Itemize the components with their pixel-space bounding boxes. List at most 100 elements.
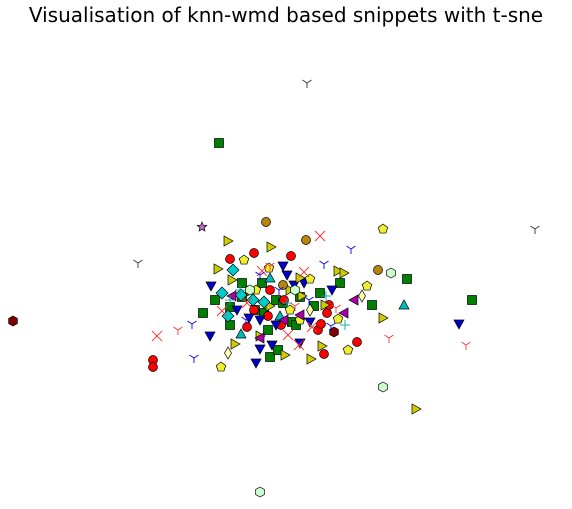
scatter-point-triangle-down-2-2: [254, 344, 266, 355]
scatter-point-triangle-down-2-1: [204, 331, 216, 342]
scatter-point-triangle-right-3-3: [213, 263, 224, 275]
scatter-point-x-13-1: [314, 230, 326, 242]
scatter-point-pentagon-4-1: [215, 361, 227, 372]
scatter-point-square-0-13: [335, 278, 345, 288]
scatter-point-plus-14-3: [321, 291, 331, 301]
scatter-point-pentagon-4-6: [304, 273, 316, 284]
scatter-point-square-0-1: [402, 274, 412, 284]
scatter-point-thin-diamond-10-1: [358, 289, 366, 303]
scatter-point-plus-14-1: [235, 285, 245, 295]
scatter-point-x-13-0: [151, 330, 163, 342]
scatter-point-circle-1-13: [279, 295, 289, 305]
scatter-point-tri-16-8: [241, 316, 251, 325]
scatter-point-thin-diamond-10-2: [306, 303, 314, 317]
scatter-point-triangle-right-3-0: [411, 403, 422, 415]
scatter-point-diamond-8-1: [215, 286, 229, 300]
scatter-point-tri-16-1: [319, 260, 329, 269]
scatter-point-circle-7-3: [278, 280, 288, 290]
scatter-point-square-0-3: [198, 308, 208, 318]
scatter-point-triangle-down-2-5: [277, 261, 289, 272]
scatter-point-square-0-8: [263, 325, 273, 335]
scatter-point-square-0-0: [214, 138, 224, 148]
scatter-point-square-0-9: [257, 278, 267, 288]
scatter-point-diamond-8-0: [226, 263, 240, 277]
scatter-point-diamond-8-3: [221, 309, 235, 323]
scatter-point-triangle-up-9-0: [398, 299, 410, 310]
scatter-point-tri-17-1: [384, 334, 394, 343]
scatter-point-tri-16-0: [346, 245, 356, 254]
scatter-point-triangle-down-2-10: [254, 315, 266, 326]
scatter-point-square-0-12: [367, 300, 377, 310]
scatter-point-pentagon-4-8: [284, 304, 296, 315]
scatter-point-star-12-0: [196, 221, 208, 232]
scatter-point-tri-17-5: [331, 304, 341, 313]
scatter-point-triangle-right-3-2: [266, 241, 277, 253]
scatter-point-pentagon-4-0: [377, 223, 389, 234]
scatter-point-triangle-right-3-5: [306, 353, 317, 365]
scatter-point-tri-16-6: [274, 286, 284, 295]
scatter-point-tri-15-0: [302, 79, 312, 88]
scatter-point-circle-1-1: [148, 362, 158, 372]
scatter-point-pentagon-4-10: [332, 313, 344, 324]
scatter-point-triangle-right-3-10: [333, 265, 344, 277]
scatter-point-square-0-2: [467, 295, 477, 305]
scatter-point-triangle-right-3-6: [230, 338, 241, 350]
scatter-point-x-13-3: [298, 266, 310, 278]
scatter-point-square-0-20: [273, 345, 283, 355]
scatter-point-plus-14-4: [225, 295, 235, 305]
scatter-point-triangle-left-11-4: [338, 307, 349, 319]
scatter-point-circle-1-6: [319, 349, 329, 359]
scatter-point-triangle-right-3-8: [227, 274, 238, 286]
scatter-point-triangle-up-9-1: [235, 328, 247, 339]
scatter-point-x-13-5: [306, 321, 318, 333]
scatter-point-x-13-7: [241, 297, 253, 309]
scatter-point-triangle-right-3-17: [320, 299, 331, 311]
scatter-point-plus-14-0: [340, 320, 350, 330]
scatter-point-tri-16-3: [187, 320, 197, 329]
scatter-point-circle-7-1: [301, 235, 311, 245]
points-layer: [8, 79, 540, 498]
scatter-point-triangle-down-2-15: [266, 340, 278, 351]
scatter-point-circle-1-11: [242, 322, 252, 332]
scatter-point-tri-15-1: [133, 259, 143, 268]
scatter-point-diamond-8-5: [257, 295, 271, 309]
scatter-point-triangle-left-11-5: [278, 314, 289, 326]
scatter-point-tri-16-7: [304, 296, 314, 305]
scatter-point-tri-16-2: [189, 354, 199, 363]
scatter-point-circle-1-16: [316, 319, 326, 329]
scatter-point-triangle-down-2-3: [250, 358, 262, 369]
scatter-point-square-0-5: [237, 278, 247, 288]
scatter-point-thin-diamond-10-0: [224, 346, 232, 360]
scatter-point-circle-1-15: [265, 285, 275, 295]
scatter-point-tri-17-0: [173, 326, 183, 335]
scatter-point-square-0-23: [315, 288, 325, 298]
scatter-point-triangle-down-2-6: [281, 270, 293, 281]
scatter-point-tri-17-4: [290, 302, 300, 311]
scatter-point-tri-16-4: [326, 322, 336, 331]
scatter-point-triangle-up-9-2: [264, 272, 276, 283]
scatter-point-diamond-8-4: [246, 293, 260, 307]
scatter-point-triangle-down-2-4: [205, 281, 217, 292]
scatter-point-square-0-6: [225, 320, 235, 330]
scatter-point-triangle-right-3-9: [297, 290, 308, 302]
scatter-point-hexagon-5-0: [255, 486, 265, 498]
scatter-point-circle-7-0: [261, 217, 271, 227]
scatter-point-triangle-right-3-7: [280, 349, 291, 361]
scatter-point-triangle-down-2-11: [270, 320, 282, 331]
scatter-point-hexagon-6-0: [8, 315, 18, 327]
scatter-point-circle-1-5: [352, 337, 362, 347]
chart-title: Visualisation of knn-wmd based snippets …: [28, 3, 544, 27]
scatter-point-x-13-6: [282, 329, 294, 341]
scatter-point-triangle-left-11-3: [226, 290, 237, 302]
scatter-point-triangle-left-11-2: [348, 294, 359, 306]
scatter-point-circle-1-4: [286, 251, 296, 261]
scatter-point-circle-7-2: [373, 265, 383, 275]
scatter-point-plus-14-2: [282, 298, 292, 308]
scatter-point-pentagon-4-3: [238, 254, 250, 265]
scatter-point-hexagon-5-2: [386, 267, 396, 279]
scatter-point-triangle-right-3-18: [317, 340, 328, 352]
scatter-point-triangle-right-3-4: [378, 312, 389, 324]
scatter-point-x-13-4: [216, 305, 228, 317]
scatter-point-x-13-8: [293, 339, 305, 351]
